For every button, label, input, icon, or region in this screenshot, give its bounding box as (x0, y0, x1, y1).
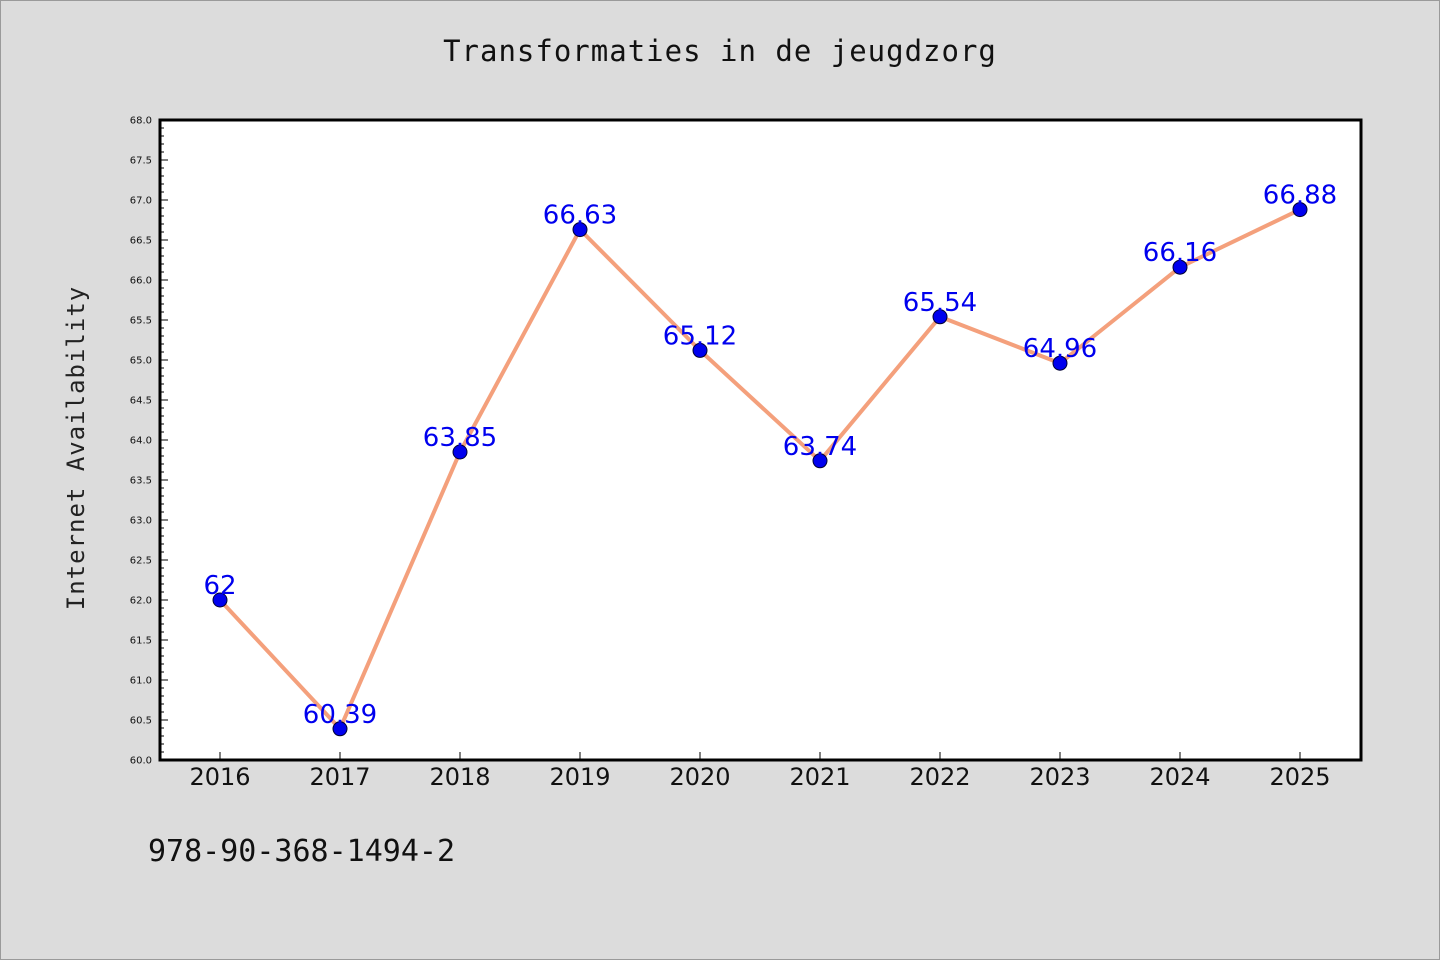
x-tick-label: 2021 (789, 763, 850, 791)
series-line (218, 207, 1301, 731)
data-point (1172, 259, 1188, 275)
x-tick-label: 2017 (309, 763, 370, 791)
x-tick-label: 2022 (909, 763, 970, 791)
data-point (572, 222, 588, 238)
data-label: 65.54 (903, 288, 977, 318)
data-label: 66.88 (1263, 181, 1337, 211)
isbn-text: 978-90-368-1494-2 (148, 834, 456, 869)
data-label: 66.16 (1143, 238, 1217, 268)
y-tick-label: 66.0 (130, 276, 152, 287)
x-tick-label: 2019 (549, 763, 610, 791)
y-tick-label: 63.0 (130, 516, 152, 527)
y-tick-label: 63.5 (130, 476, 152, 487)
plot-area (160, 120, 1361, 760)
y-tick-label: 61.0 (130, 676, 152, 687)
y-tick-label: 60.5 (130, 716, 152, 727)
x-axis-ticks: 2016 2017 2018 2019 2020 2021 2022 2023 2024 2025 (189, 752, 1331, 791)
data-point (812, 453, 828, 469)
data-point (452, 444, 468, 460)
x-tick-label: 2016 (189, 763, 250, 791)
series-markers (212, 202, 1308, 737)
data-label: 63.85 (423, 423, 497, 453)
data-labels: 62 60.39 63.85 66.63 65.12 63.74 65.54 64.96 66.… (203, 181, 1337, 730)
chart-title: Transformaties in de jeugdzorg (443, 34, 997, 68)
data-label: 65.12 (663, 321, 737, 351)
y-tick-label: 64.5 (130, 396, 152, 407)
y-tick-label: 60.0 (130, 756, 152, 767)
plot-border (158, 118, 1363, 762)
x-tick-label: 2024 (1149, 763, 1210, 791)
y-tick-label: 65.5 (130, 316, 152, 327)
data-label: 66.63 (543, 201, 617, 231)
data-label: 60.39 (303, 700, 377, 730)
y-axis-ticks: 60.0 60.5 61.0 61.5 62.0 62.5 63.0 63.5 64.0 64.5… (130, 116, 168, 767)
y-tick-label: 62.5 (130, 556, 152, 567)
y-tick-label: 67.0 (130, 196, 152, 207)
x-tick-label: 2018 (429, 763, 490, 791)
data-point (212, 592, 228, 608)
x-tick-label: 2023 (1029, 763, 1090, 791)
data-point (1052, 355, 1068, 371)
data-point (692, 342, 708, 358)
y-tick-label: 66.5 (130, 236, 152, 247)
y-tick-label: 65.0 (130, 356, 152, 367)
y-tick-label: 62.0 (130, 596, 152, 607)
x-tick-label: 2025 (1269, 763, 1330, 791)
data-label: 64.96 (1023, 334, 1097, 364)
data-label: 63.74 (783, 432, 857, 462)
y-tick-label: 64.0 (130, 436, 152, 447)
y-tick-label: 68.0 (130, 116, 152, 127)
data-label: 62 (203, 571, 236, 601)
data-point (332, 721, 348, 737)
data-point (1292, 202, 1308, 218)
y-tick-label: 67.5 (130, 156, 152, 167)
data-point (932, 309, 948, 325)
series-line-group (218, 207, 1301, 731)
x-tick-label: 2020 (669, 763, 730, 791)
y-tick-label: 61.5 (130, 636, 152, 647)
